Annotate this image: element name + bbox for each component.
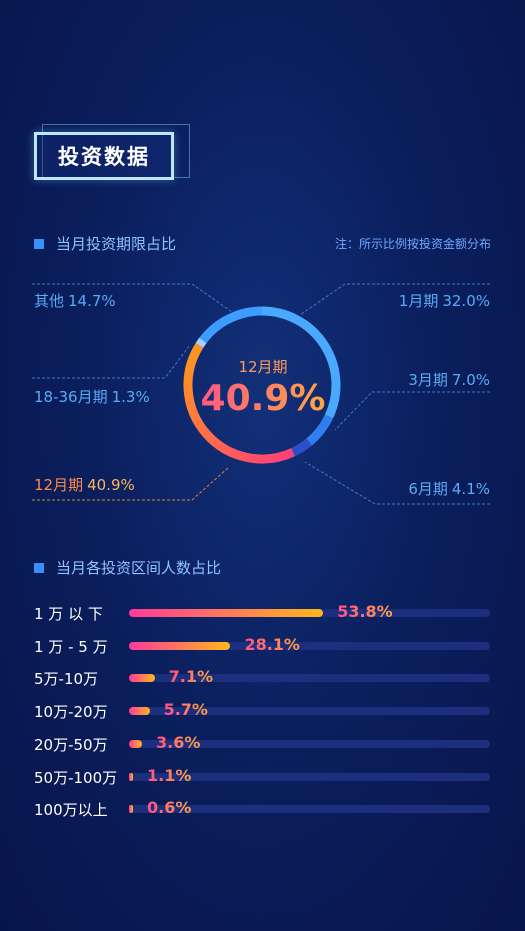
page-title: 投资数据 <box>58 145 150 169</box>
bar-category-label: 1 万 以 下 <box>34 605 103 623</box>
donut-slice-2 <box>291 438 313 457</box>
bar-value-label: 7.1% <box>168 667 213 687</box>
page-title-frame: 投资数据 <box>34 124 190 186</box>
slice-percent: 7.0% <box>451 371 490 389</box>
bar-value-label: 0.6% <box>147 798 192 818</box>
section-header-range: 当月各投资区间人数占比 <box>34 557 221 578</box>
slice-percent: 14.7% <box>68 292 116 310</box>
donut-slice-0 <box>261 306 341 419</box>
section-title-term: 当月投资期限占比 <box>56 235 177 253</box>
slice-label: 18-36月期 <box>34 388 108 406</box>
bar-category-label: 10万-20万 <box>34 703 108 722</box>
bar-value-label: 1.1% <box>147 765 192 785</box>
bar-track <box>129 707 490 716</box>
bar-value-label: 53.8% <box>337 602 393 621</box>
bar-fill <box>129 805 133 814</box>
bar-row: 1 万 - 5 万 28.1% <box>0 634 525 658</box>
bar-row: 1 万 以 下 53.8% <box>0 601 525 625</box>
section-header-term: 当月投资期限占比 <box>34 233 176 254</box>
donut-slice-1 <box>306 414 334 446</box>
bar-track <box>129 805 490 814</box>
label-6-month: 6月期 4.1% <box>408 478 490 499</box>
square-bullet-icon <box>34 562 44 573</box>
slice-percent: 1.3% <box>111 388 150 406</box>
slice-percent: 40.9% <box>87 476 135 494</box>
bar-fill <box>129 641 231 650</box>
bar-value-label: 5.7% <box>163 700 208 720</box>
chart-note: 注：所示比例按投资金额分布 <box>334 237 491 251</box>
label-other: 其他 14.7% <box>34 290 116 311</box>
bar-fill <box>129 707 150 716</box>
section-title-range: 当月各投资区间人数占比 <box>56 559 222 577</box>
bar-track <box>129 641 490 650</box>
donut-center-value: 40.9% <box>183 378 343 419</box>
label-3-month: 3月期 7.0% <box>408 369 490 390</box>
bar-category-label: 1 万 - 5 万 <box>34 637 108 656</box>
slice-label: 3月期 <box>408 371 448 389</box>
slice-label: 12月期 <box>34 476 84 494</box>
donut-slice-3 <box>183 342 295 464</box>
label-12-month: 12月期 40.9% <box>34 474 135 495</box>
bar-row: 100万以上 0.6% <box>0 797 525 821</box>
bar-fill <box>129 609 324 617</box>
bar-track <box>129 674 490 683</box>
bar-category-label: 50万-100万 <box>34 768 118 787</box>
donut-slice-5 <box>199 306 263 344</box>
donut-chart <box>32 283 490 505</box>
label-18-36: 18-36月期 1.3% <box>34 386 150 407</box>
bar-row: 5万-10万 7.1% <box>0 666 525 690</box>
bar-value-label: 3.6% <box>155 732 201 752</box>
label-1-month: 1月期 32.0% <box>399 290 490 311</box>
donut-center-name: 12月期 <box>238 358 288 376</box>
bar-category-label: 100万以上 <box>34 801 108 820</box>
slice-label: 1月期 <box>398 292 439 310</box>
bar-fill <box>129 739 142 748</box>
slice-percent: 4.1% <box>451 480 490 498</box>
bar-row: 20万-50万 3.6% <box>0 732 525 756</box>
bar-fill <box>129 772 133 781</box>
label-connectors <box>32 283 490 505</box>
slice-percent: 32.0% <box>442 292 490 310</box>
bar-row: 50万-100万 1.1% <box>0 765 525 789</box>
bar-track <box>129 739 490 748</box>
slice-label: 其他 <box>34 292 65 310</box>
donut-slice-4 <box>195 337 207 348</box>
bar-category-label: 20万-50万 <box>34 735 108 754</box>
bar-category-label: 5万-10万 <box>34 670 99 689</box>
bar-track <box>129 772 490 781</box>
bar-row: 10万-20万 5.7% <box>0 699 525 723</box>
slice-label: 6月期 <box>408 480 448 498</box>
bar-fill <box>129 674 155 683</box>
bar-value-label: 28.1% <box>244 634 300 654</box>
square-bullet-icon <box>34 238 44 249</box>
title-box: 投资数据 <box>34 132 174 180</box>
